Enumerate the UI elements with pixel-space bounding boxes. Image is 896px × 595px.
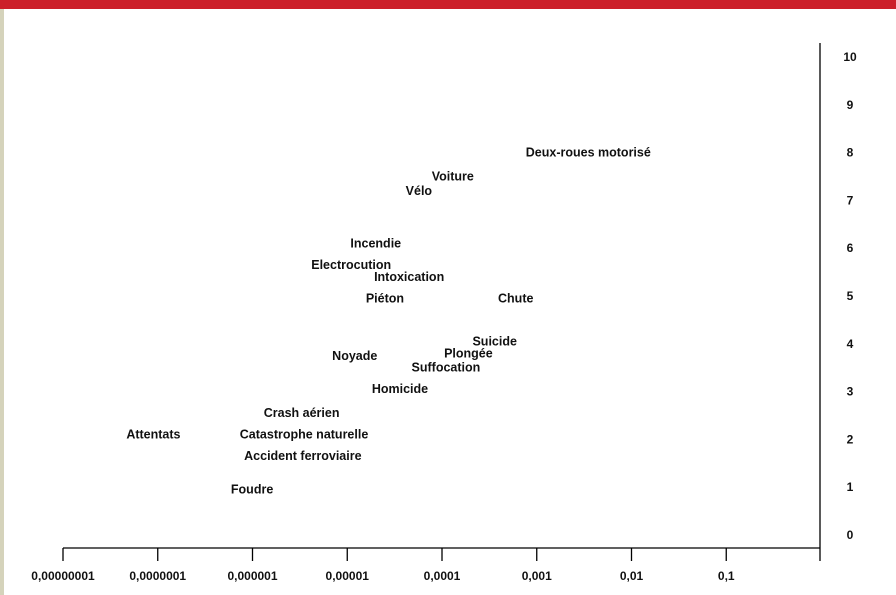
y-tick-label: 1: [847, 480, 854, 494]
x-tick-label: 0,0001: [424, 569, 461, 583]
x-tick-label: 0,0000001: [129, 569, 186, 583]
data-point-label: Crash aérien: [264, 406, 340, 420]
data-point-label: Suffocation: [412, 361, 481, 375]
top-accent-bar: [0, 0, 896, 9]
data-point-label: Piéton: [366, 291, 404, 305]
x-tick-label: 0,00000001: [31, 569, 95, 583]
y-tick-label: 7: [847, 193, 854, 207]
x-tick-label: 0,01: [620, 569, 644, 583]
y-tick-label: 3: [847, 385, 854, 399]
y-tick-label: 4: [847, 337, 854, 351]
y-tick-label: 5: [847, 289, 854, 303]
y-tick-label: 0: [847, 528, 854, 542]
data-point-label: Vélo: [406, 184, 433, 198]
data-point-label: Electrocution: [311, 258, 391, 272]
y-tick-label: 6: [847, 241, 854, 255]
data-point-label: Homicide: [372, 382, 428, 396]
data-point-label: Accident ferroviaire: [244, 449, 361, 463]
x-tick-label: 0,1: [718, 569, 735, 583]
y-axis-ticks: 0 1 2 3 4 5 6 7 8 9 10: [843, 50, 857, 542]
x-tick-label: 0,000001: [227, 569, 277, 583]
data-point-label: Noyade: [332, 349, 377, 363]
data-point-label: Foudre: [231, 483, 273, 497]
y-tick-label: 10: [843, 50, 857, 64]
data-point-label: Incendie: [350, 236, 401, 250]
x-axis-ticks: 0,00000001 0,0000001 0,000001 0,00001 0,0001…: [31, 548, 735, 583]
y-tick-label: 8: [847, 146, 854, 160]
data-point-label: Deux-roues motorisé: [526, 146, 651, 160]
y-tick-label: 2: [847, 432, 854, 446]
left-edge-strip: [0, 9, 4, 595]
data-point-label: Plongée: [444, 346, 493, 360]
x-tick-label: 0,001: [522, 569, 552, 583]
data-point-label: Chute: [498, 291, 533, 305]
x-tick-label: 0,00001: [326, 569, 370, 583]
data-point-label: Suicide: [472, 334, 517, 348]
chart-axes: [63, 43, 821, 561]
y-tick-label: 9: [847, 98, 854, 112]
data-point-label: Voiture: [432, 170, 474, 184]
data-point-label: Intoxication: [374, 270, 444, 284]
data-point-label: Catastrophe naturelle: [240, 428, 369, 442]
data-point-label: Attentats: [126, 428, 180, 442]
